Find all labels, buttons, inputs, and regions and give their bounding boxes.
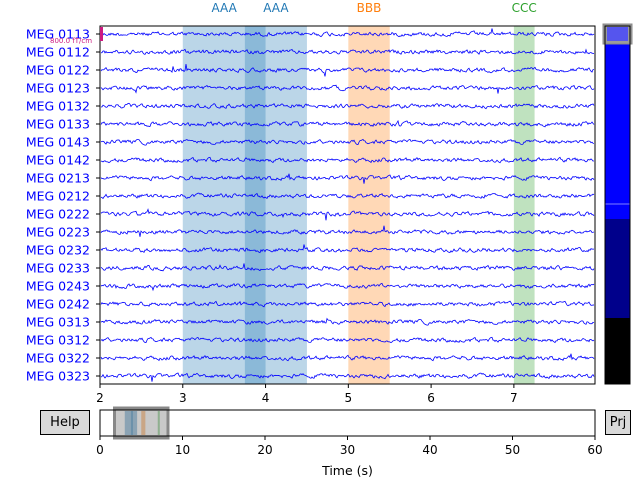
channel-label[interactable]: MEG 0233 xyxy=(26,261,90,276)
channel-label[interactable]: MEG 0243 xyxy=(26,279,90,294)
trace-meg-0322 xyxy=(100,353,595,362)
overview-window[interactable] xyxy=(113,406,170,440)
channel-label[interactable]: MEG 0143 xyxy=(26,135,90,150)
overview-xlabel: Time (s) xyxy=(321,463,373,478)
channel-label[interactable]: MEG 0213 xyxy=(26,171,90,186)
channel-label[interactable]: MEG 0133 xyxy=(26,117,90,132)
x-tick-label: 2 xyxy=(96,391,104,405)
projector-button[interactable]: Prj xyxy=(605,410,631,435)
channel-scrollbar[interactable] xyxy=(602,23,633,385)
trace-meg-0312 xyxy=(100,336,595,344)
channel-label[interactable]: MEG 0113 xyxy=(26,27,90,42)
channel-label[interactable]: MEG 0313 xyxy=(26,315,90,330)
scrollbar-segment-eeg xyxy=(605,318,630,384)
channel-label[interactable]: MEG 0322 xyxy=(26,351,90,366)
channel-label[interactable]: MEG 0212 xyxy=(26,189,90,204)
scale-bar-label: 800.0 fT/cm xyxy=(50,37,92,45)
annotation-labels: AAA AAA BBB CCC xyxy=(212,1,537,15)
trace-meg-0212 xyxy=(100,192,595,200)
plot-frame xyxy=(99,25,596,385)
trace-meg-0142 xyxy=(100,156,595,164)
scrollbar-frame xyxy=(604,25,631,385)
x-tick-label: 7 xyxy=(510,391,518,405)
help-button[interactable]: Help xyxy=(40,410,90,435)
trace-meg-0222 xyxy=(100,208,595,221)
scale-bar: 800.0 fT/cm xyxy=(50,27,103,45)
overview-tick-label: 30 xyxy=(340,443,355,457)
annotation-label-0: AAA xyxy=(212,1,238,15)
trace-meg-0143 xyxy=(100,138,595,146)
channel-label[interactable]: MEG 0122 xyxy=(26,63,90,78)
channel-label[interactable]: MEG 0223 xyxy=(26,225,90,240)
annotation-label-1: AAA xyxy=(263,1,289,15)
trace-meg-0232 xyxy=(100,244,595,254)
channel-label[interactable]: MEG 0112 xyxy=(26,45,90,60)
overview-tick-label: 60 xyxy=(587,443,602,457)
time-overview-bar[interactable]: 0 10 20 30 40 50 60 Time (s) xyxy=(96,406,603,478)
trace-meg-0223 xyxy=(100,225,595,237)
overview-tick-label: 40 xyxy=(422,443,437,457)
overview-tick-label: 20 xyxy=(257,443,272,457)
overview-background xyxy=(100,410,595,436)
channel-label[interactable]: MEG 0123 xyxy=(26,81,90,96)
scrollbar-thumb-inner xyxy=(607,27,628,41)
trace-meg-0242 xyxy=(100,300,595,308)
annotation-band-0[interactable] xyxy=(182,26,266,384)
x-tick-label: 3 xyxy=(179,391,187,405)
channel-label[interactable]: MEG 0132 xyxy=(26,99,90,114)
channel-label[interactable]: MEG 0242 xyxy=(26,297,90,312)
annotation-band-2[interactable] xyxy=(348,26,390,384)
annotation-bands xyxy=(182,26,535,384)
x-axis-ticks: 2 3 4 5 6 7 xyxy=(96,384,518,405)
channel-labels: MEG 0113 MEG 0112 MEG 0122 MEG 0123 MEG 0132… xyxy=(26,27,100,384)
trace-meg-0323 xyxy=(100,372,595,382)
trace-meg-0313 xyxy=(100,317,595,326)
overview-annotation-1 xyxy=(130,411,138,435)
overview-tick-label: 10 xyxy=(175,443,190,457)
trace-meg-0112 xyxy=(100,48,595,55)
trace-meg-0213 xyxy=(100,173,595,184)
trace-meg-0122 xyxy=(100,63,595,77)
channel-label[interactable]: MEG 0142 xyxy=(26,153,90,168)
overview-tick-label: 0 xyxy=(96,443,104,457)
x-tick-label: 5 xyxy=(345,391,353,405)
channel-label[interactable]: MEG 0232 xyxy=(26,243,90,258)
x-tick-label: 6 xyxy=(427,391,435,405)
overview-tick-label: 50 xyxy=(505,443,520,457)
annotation-band-1[interactable] xyxy=(244,26,307,384)
annotation-label-3: CCC xyxy=(512,1,537,15)
trace-meg-0132 xyxy=(100,102,595,110)
channel-label[interactable]: MEG 0222 xyxy=(26,207,90,222)
channel-traces xyxy=(100,28,595,382)
trace-meg-0113 xyxy=(100,28,595,38)
overview-annotation-0 xyxy=(124,411,133,435)
channel-label[interactable]: MEG 0323 xyxy=(26,369,90,384)
channel-label[interactable]: MEG 0312 xyxy=(26,333,90,348)
trace-meg-0233 xyxy=(100,263,595,272)
trace-meg-0243 xyxy=(100,282,595,292)
overview-annotation-3 xyxy=(157,411,160,435)
x-tick-label: 4 xyxy=(262,391,270,405)
scrollbar-segment-grad xyxy=(605,26,630,219)
scrollbar-segment-mag xyxy=(605,219,630,318)
trace-meg-0123 xyxy=(100,84,595,94)
annotation-label-2: BBB xyxy=(357,1,382,15)
annotation-band-3[interactable] xyxy=(513,26,535,384)
overview-annotation-2 xyxy=(141,411,146,435)
trace-meg-0133 xyxy=(100,119,595,128)
